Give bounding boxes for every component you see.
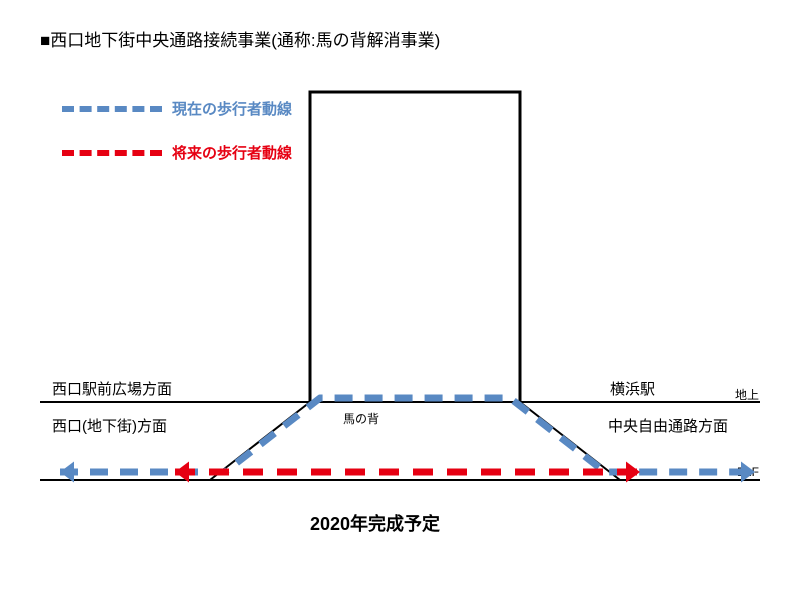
diagram-svg <box>0 0 800 600</box>
